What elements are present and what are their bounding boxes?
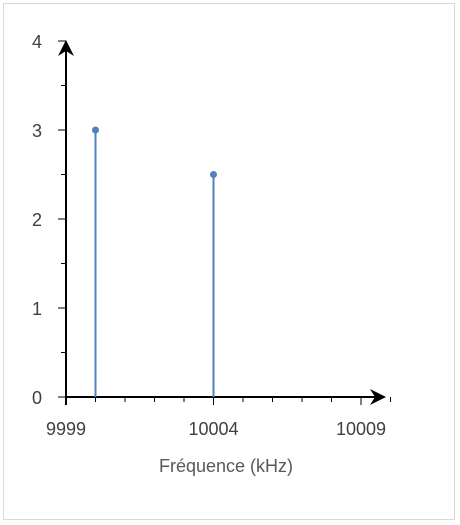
minor-ticks bbox=[58, 40, 391, 405]
x-tick-label: 10004 bbox=[188, 419, 238, 439]
chart-frame bbox=[3, 3, 455, 520]
y-tick-label: 3 bbox=[32, 121, 42, 141]
x-axis-arrow bbox=[370, 389, 386, 405]
axes bbox=[58, 40, 386, 405]
y-tick-label: 0 bbox=[32, 388, 42, 408]
y-tick-label: 4 bbox=[32, 32, 42, 52]
x-tick-label: 9999 bbox=[46, 419, 86, 439]
tick-labels: 9999 10004 10009 0 1 2 3 4 bbox=[32, 32, 386, 439]
stems bbox=[92, 126, 217, 397]
x-axis-title: Fréquence (kHz) bbox=[159, 456, 293, 476]
y-tick-label: 1 bbox=[32, 299, 42, 319]
x-tick-label: 10009 bbox=[336, 419, 386, 439]
y-axis-arrow bbox=[58, 40, 74, 56]
data-point bbox=[92, 126, 99, 134]
y-tick-label: 2 bbox=[32, 210, 42, 230]
data-point bbox=[210, 171, 217, 178]
